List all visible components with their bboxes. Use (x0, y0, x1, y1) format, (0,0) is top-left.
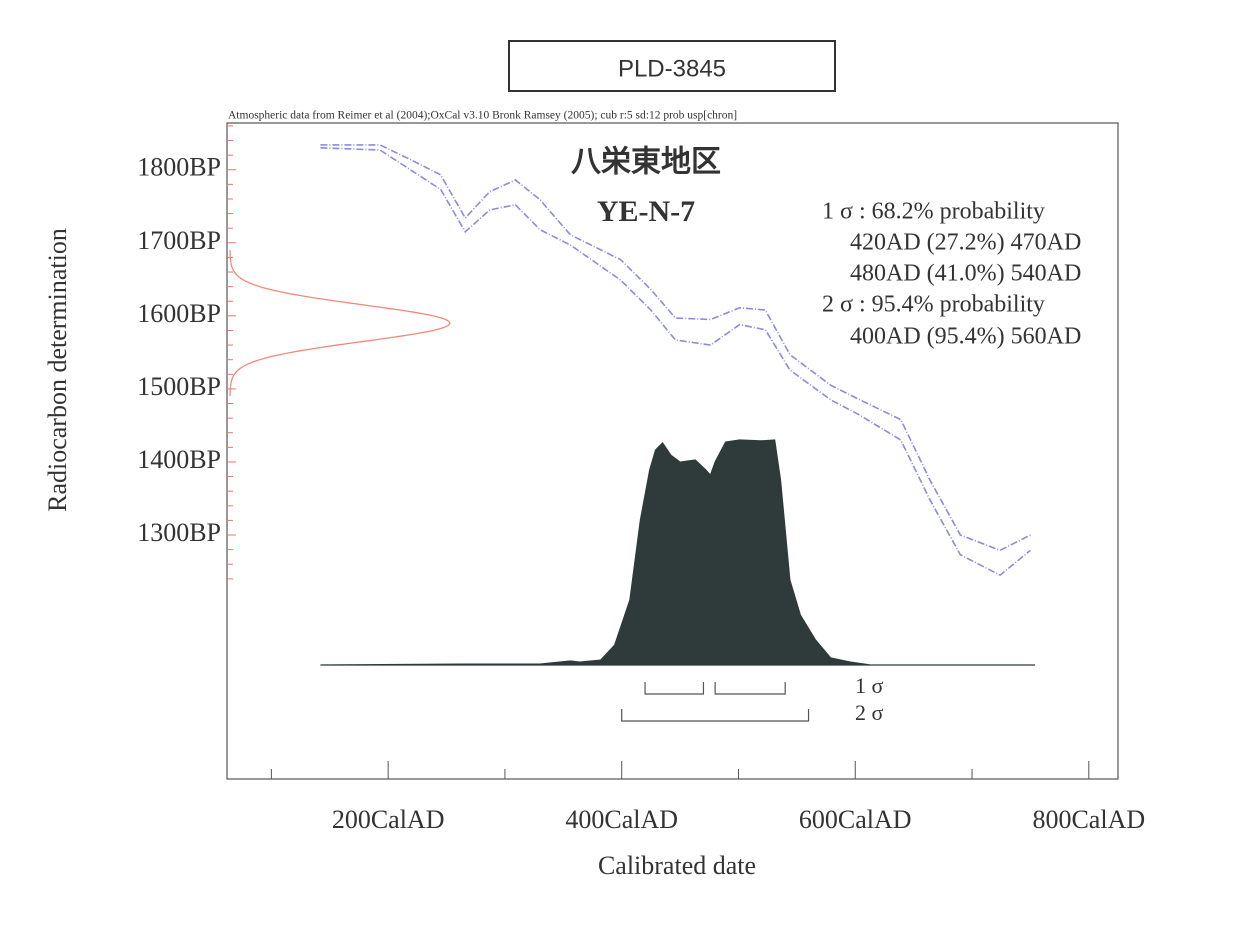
header-box (508, 40, 836, 92)
range-bracket (644, 682, 705, 695)
x-tick-label: 200CalAD (332, 805, 445, 834)
x-tick-label: 800CalAD (1032, 805, 1145, 834)
y-tick-label: 1800BP (137, 153, 221, 182)
calibration-curve (320, 144, 1031, 552)
sigma-name: 1 σ (855, 673, 884, 698)
subtitle: Atmospheric data from Reimer et al (2004… (228, 110, 737, 122)
calibration-curve (320, 147, 1031, 577)
probability-distribution (320, 439, 1036, 666)
sigma-legend: 1 σ : 68.2% probability (822, 199, 1045, 225)
range-bracket (714, 682, 786, 695)
y-tick-label: 1400BP (137, 445, 221, 474)
x-tick-label: 600CalAD (799, 805, 912, 834)
range-label: 400AD (95.4%) 560AD (850, 324, 1081, 350)
range-label: 420AD (27.2%) 470AD (850, 230, 1081, 256)
radiocarbon-distribution (229, 250, 451, 397)
y-tick-label: 1500BP (137, 372, 221, 401)
range-label: 480AD (41.0%) 540AD (850, 261, 1081, 287)
y-tick-label: 1600BP (137, 299, 221, 328)
x-tick-label: 400CalAD (565, 805, 678, 834)
x-axis-label: Calibrated date (598, 851, 756, 880)
plot-frame (226, 122, 1119, 780)
header: PLD-3845 (618, 55, 726, 82)
sigma-legend: 2 σ : 95.4% probability (822, 292, 1045, 318)
y-axis-label: Radiocarbon determination (43, 228, 72, 512)
sample-name: YE-N-7 (597, 195, 695, 228)
chart-title: 八栄東地区 (571, 145, 721, 180)
sigma-name: 2 σ (855, 700, 884, 725)
y-tick-label: 1700BP (137, 226, 221, 255)
range-bracket (621, 709, 810, 722)
y-tick-label: 1300BP (137, 518, 221, 547)
